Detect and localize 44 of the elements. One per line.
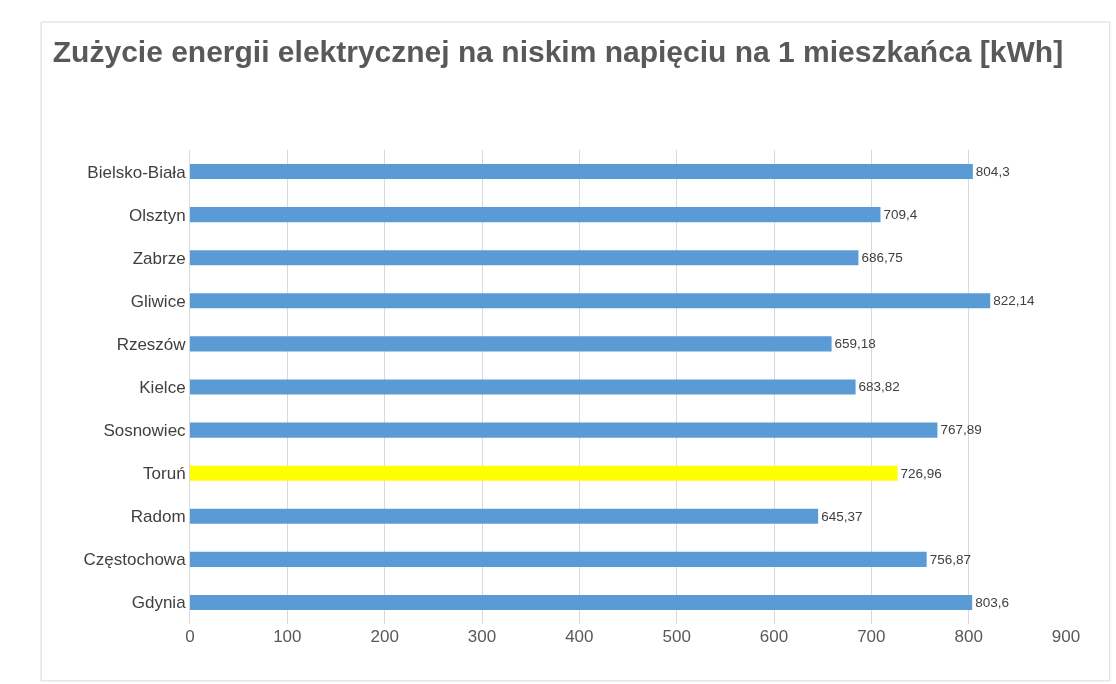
data-label: 767,89 bbox=[940, 422, 982, 438]
x-tick-label: 500 bbox=[662, 627, 691, 646]
x-tick-label: 400 bbox=[565, 627, 594, 646]
y-tick-label: Zabrze bbox=[132, 248, 186, 268]
y-tick-label: Bielsko-Biała bbox=[87, 162, 187, 182]
data-label: 756,87 bbox=[929, 551, 971, 567]
x-tick-label: 0 bbox=[185, 627, 195, 646]
data-label: 822,14 bbox=[993, 293, 1035, 309]
y-tick-label: Toruń bbox=[143, 464, 186, 484]
bar bbox=[190, 164, 973, 180]
y-tick-label: Kielce bbox=[139, 377, 186, 397]
y-tick-label: Gliwice bbox=[130, 291, 186, 311]
x-tick-label: 100 bbox=[273, 627, 302, 646]
data-label: 709,4 bbox=[883, 207, 918, 223]
bar bbox=[190, 594, 973, 610]
bar bbox=[190, 250, 859, 266]
x-tick-label: 200 bbox=[370, 627, 399, 646]
bar bbox=[190, 465, 898, 481]
data-label: 683,82 bbox=[858, 379, 900, 395]
x-tick-label: 700 bbox=[857, 627, 886, 646]
data-label: 645,37 bbox=[821, 508, 863, 524]
data-label: 803,6 bbox=[975, 594, 1009, 610]
y-tick-label: Olsztyn bbox=[128, 205, 186, 225]
x-tick-label: 900 bbox=[1051, 627, 1081, 646]
x-tick-label: 600 bbox=[759, 627, 789, 646]
data-label: 686,75 bbox=[861, 250, 903, 266]
bar bbox=[190, 207, 881, 223]
x-tick-label: 300 bbox=[467, 627, 497, 646]
bar bbox=[190, 422, 938, 438]
y-tick-label: Gdynia bbox=[131, 593, 187, 613]
bar bbox=[190, 379, 856, 395]
bar bbox=[190, 551, 927, 567]
y-tick-label: Rzeszów bbox=[116, 334, 187, 354]
chart-title: Zużycie energii elektrycznej na niskim napięciu na 1 mieszkańca [kWh] bbox=[52, 35, 1064, 69]
y-tick-label: Radom bbox=[130, 507, 186, 527]
y-tick-label: Sosnowiec bbox=[103, 421, 187, 441]
data-label: 659,18 bbox=[834, 336, 876, 352]
x-tick-label: 800 bbox=[954, 627, 983, 646]
bar bbox=[190, 293, 991, 309]
bar bbox=[190, 508, 819, 524]
data-label: 804,3 bbox=[975, 163, 1010, 179]
data-label: 726,96 bbox=[900, 465, 942, 481]
y-tick-label: Częstochowa bbox=[83, 550, 187, 570]
bar bbox=[190, 336, 832, 352]
